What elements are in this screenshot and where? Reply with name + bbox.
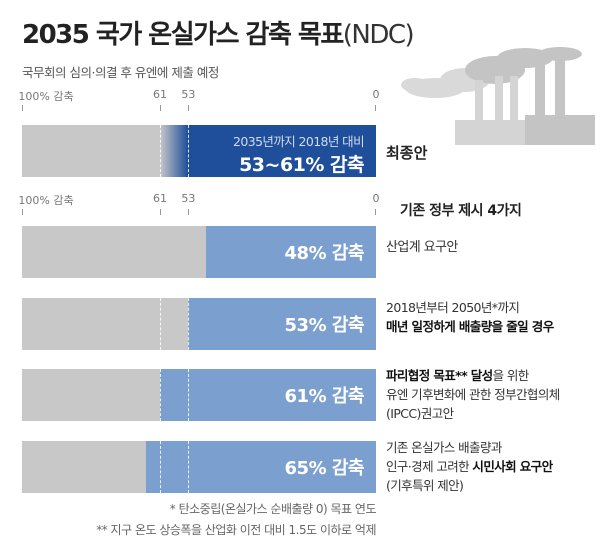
tick-mark [22, 209, 23, 215]
description-text: 유엔 기후변화에 관한 정부간협의체 [386, 387, 560, 402]
tick-label: 0 [372, 192, 380, 205]
description-text: 파리협정 목표** 달성 [386, 368, 493, 383]
tick-label: 0 [372, 88, 380, 101]
footnote-2: ** 지구 온도 상승폭을 산업화 이전 대비 1.5도 이하로 억제 [96, 523, 376, 537]
tick-label: 100% 감축 [18, 194, 74, 207]
tick-label: 100% 감축 [18, 90, 74, 103]
tick-label: 61 [153, 88, 168, 101]
tick-label: 53 [181, 192, 196, 205]
description-text: 매년 일정하게 배출량을 줄일 경우 [386, 319, 554, 334]
description-line: 2018년부터 2050년*까지 [386, 298, 554, 317]
tick-mark [160, 105, 162, 111]
factory-icon [401, 47, 595, 145]
final-value-label: 53~61% 감축 [239, 154, 364, 176]
tick-mark [188, 209, 190, 215]
description-text: 2018년부터 2050년*까지 [386, 300, 520, 315]
final-range-gradient [160, 125, 189, 177]
bar-fill [206, 226, 376, 278]
description-line: (기후특위 제안) [386, 476, 552, 495]
dashed-guide [160, 298, 162, 350]
dashed-guide [160, 125, 162, 177]
tick-mark [375, 105, 376, 111]
dashed-guide [188, 441, 190, 493]
title-light: (NDC) [342, 20, 415, 50]
description-text: 시민사회 요구안 [472, 459, 553, 474]
description-text: 인구·경제 고려한 [386, 459, 473, 474]
dashed-guide [188, 369, 190, 421]
dashed-guide [160, 369, 162, 421]
tick-label: 61 [153, 192, 168, 205]
final-range-fill [188, 125, 376, 177]
bar-value-label: 65% 감축 [284, 458, 365, 479]
description-text: 을 위한 [492, 368, 530, 383]
dashed-guide [188, 125, 190, 177]
bar-fill [160, 369, 376, 421]
description-text: 기존 온실가스 배출량과 [386, 440, 502, 455]
final-bar: 2035년까지 2018년 대비 53~61% 감축 [22, 125, 376, 177]
tick-mark [160, 209, 162, 215]
tick-mark [22, 105, 23, 111]
description-line: 파리협정 목표** 달성을 위한 [386, 366, 560, 385]
bar-3: 61% 감축 [22, 369, 376, 421]
bar-fill [145, 441, 376, 493]
description-1: 산업계 요구안 [386, 238, 458, 257]
description-line: (IPCC)권고안 [386, 404, 560, 423]
bar-4: 65% 감축 [22, 441, 376, 493]
description-line: 기존 온실가스 배출량과 [386, 438, 552, 457]
section-title: 기존 정부 제시 4가지 [400, 203, 522, 219]
bar-1: 48% 감축 [22, 226, 376, 278]
bar-fill [188, 298, 376, 350]
final-label: 최종안 [386, 144, 428, 162]
description-line: 유엔 기후변화에 관한 정부간협의체 [386, 385, 560, 404]
tick-label: 53 [181, 88, 196, 101]
tick-mark [188, 105, 190, 111]
final-caption: 2035년까지 2018년 대비 [233, 134, 365, 149]
footnote-1: * 탄소중립(온실가스 순배출량 0) 목표 연도 [169, 502, 377, 516]
description-text: (IPCC)권고안 [386, 406, 454, 421]
description-text: 산업계 요구안 [386, 240, 458, 255]
bar-2: 53% 감축 [22, 298, 376, 350]
bar-value-label: 61% 감축 [284, 386, 365, 407]
dashed-guide [188, 298, 190, 350]
axis-top: 100% 감축 61 53 0 [18, 88, 380, 116]
bar-value-label: 53% 감축 [284, 315, 365, 336]
axis-bottom: 100% 감축 61 53 0 [18, 192, 380, 220]
description-line: 산업계 요구안 [386, 238, 458, 257]
dashed-guide [160, 441, 162, 493]
description-line: 매년 일정하게 배출량을 줄일 경우 [386, 317, 554, 336]
description-text: (기후특위 제안) [386, 478, 464, 493]
tick-mark [375, 209, 376, 215]
bar-value-label: 48% 감축 [284, 243, 365, 264]
title-bold: 2035 국가 온실가스 감축 목표 [22, 20, 344, 50]
page-title: 2035 국가 온실가스 감축 목표(NDC) [22, 14, 415, 51]
description-line: 인구·경제 고려한 시민사회 요구안 [386, 457, 553, 476]
subtitle: 국무회의 심의·의결 후 유엔에 제출 예정 [22, 65, 219, 80]
